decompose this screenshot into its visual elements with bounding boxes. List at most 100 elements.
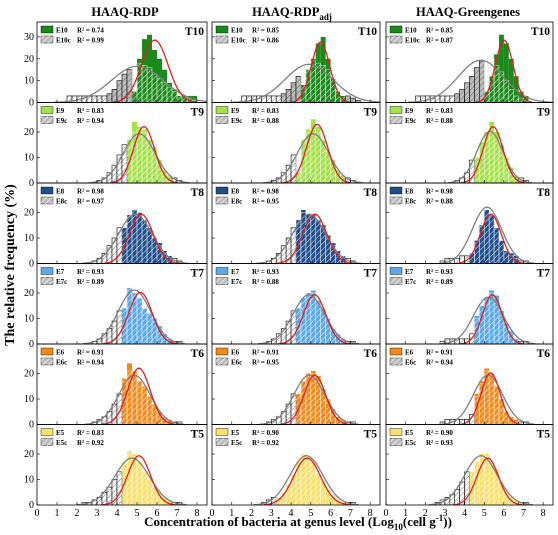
fit-curve-treatment [102, 367, 175, 425]
bar-core-hatch [459, 255, 465, 264]
legend-swatch-treatment [215, 25, 229, 34]
bar-core-hatch [266, 499, 272, 505]
bar-core-hatch [291, 227, 296, 264]
legend-label-treatment: E8 [405, 188, 414, 196]
bar-core-hatch [271, 95, 277, 103]
y-tick-label: 0 [29, 500, 34, 511]
panel-T5-2: 0 1 2 3 4 5 6 7 8 E5 R² = 0.90 E5c R² = 0.92 T5 [210, 424, 381, 519]
y-tick-label: 0 [29, 339, 34, 350]
bar-core [493, 139, 500, 183]
x-tick-label: 3 [95, 508, 100, 519]
legend-r2-core: R² = 0.94 [77, 117, 104, 125]
legend-label-core: E10c [405, 37, 420, 45]
bar-core-hatch [350, 98, 356, 103]
panel-plot-area [82, 285, 185, 344]
bar-core [310, 373, 317, 425]
bar-core-hatch [449, 95, 455, 103]
fit-curve-core [263, 133, 363, 183]
fit-curve-core [256, 213, 362, 264]
bar-treatment [503, 43, 509, 103]
legend-swatch-treatment [215, 428, 229, 436]
bar-core-hatch [286, 165, 292, 183]
bar-core-hatch [112, 165, 117, 183]
bar-core-hatch [281, 328, 287, 344]
bar-core-hatch [266, 341, 272, 344]
legend-label-core: E6c [405, 359, 416, 367]
x-tick-label: 6 [328, 508, 333, 519]
legend-label-treatment: E7 [231, 268, 240, 276]
bar-core-hatch [345, 177, 351, 183]
bar-core [161, 82, 168, 103]
bar-core-hatch [430, 95, 436, 103]
legend-swatch-treatment [389, 106, 403, 114]
y-tick-label: 10 [24, 233, 34, 244]
legend-label-core: E6c [231, 359, 242, 367]
bar-core-hatch [117, 80, 122, 103]
panel-plot-area [448, 121, 532, 183]
bar-core-hatch [276, 177, 282, 183]
legend-swatch-core-hatch [390, 116, 402, 124]
legend-swatch-treatment [215, 186, 229, 195]
legend-r2-treatment: R² = 0.90 [252, 429, 279, 437]
panel-label: T9 [364, 107, 378, 119]
bar-core-hatch [459, 177, 465, 183]
legend-swatch-core-hatch [41, 358, 53, 365]
panel-T10-2: E10 R² = 0.85 E10c R² = 0.86 T10 [211, 21, 381, 103]
bar-core [315, 471, 321, 505]
bar-core-hatch [518, 502, 524, 505]
legend-r2-treatment: R² = 0.85 [426, 27, 453, 35]
bar-core-hatch [271, 497, 277, 505]
column-title-2: HAAQ-RDPadj [252, 5, 332, 22]
bar-core-hatch [127, 69, 132, 103]
bar-core-hatch [281, 93, 287, 103]
legend-swatch-core-hatch [390, 36, 402, 43]
legend-r2-treatment: R² = 0.74 [77, 27, 104, 35]
x-tick-label: 8 [541, 508, 546, 519]
fit-curve-treatment [290, 41, 350, 103]
bar-core-hatch [444, 95, 450, 103]
bar-core-hatch [261, 95, 267, 103]
bar-core-hatch [256, 95, 262, 103]
bar-core [141, 131, 148, 183]
legend-label-core: E5c [405, 439, 416, 447]
y-tick-label: 10 [24, 475, 34, 486]
legend-r2-core: R² = 0.94 [426, 359, 453, 367]
bar-core-hatch [271, 180, 277, 183]
bar-core-hatch [291, 393, 296, 425]
bar-core-hatch [444, 258, 450, 264]
legend-label-core: E7c [405, 278, 416, 286]
y-tick-label: 20 [24, 127, 34, 138]
x-axis-label: Concentration of bacteria at genus level… [144, 513, 452, 532]
legend-r2-treatment: R² = 0.98 [77, 188, 104, 196]
bar-core-hatch [469, 76, 475, 103]
bar-core-hatch [415, 95, 421, 103]
bar-core-hatch [286, 321, 292, 344]
legend-swatch-core-hatch [216, 358, 228, 365]
panel-frame [211, 424, 381, 506]
bar-core-hatch [266, 95, 272, 103]
bar-core [310, 461, 317, 505]
bar-core-hatch [276, 333, 282, 344]
panel-T6-3: E6 R² = 0.91 E6c R² = 0.94 T6 [385, 343, 554, 425]
legend-r2-core: R² = 0.89 [426, 278, 453, 286]
x-tick-label: 0 [35, 508, 40, 519]
x-tick-label: 0 [210, 508, 215, 519]
panel-label: T5 [364, 429, 378, 441]
bar-core [141, 308, 148, 344]
x-tick-label: 1 [55, 508, 60, 519]
column-title-2-sub: adj [319, 12, 332, 22]
x-tick-label: 2 [75, 508, 80, 519]
panel-frame [36, 424, 208, 506]
legend-r2-core: R² = 0.86 [252, 37, 279, 45]
legend-swatch-treatment [389, 186, 403, 195]
bar-core-hatch [102, 253, 107, 264]
bar-core [479, 451, 485, 505]
fit-curve-treatment [280, 374, 349, 425]
bar-core [141, 219, 148, 264]
bar-core [295, 461, 302, 505]
bar-core-hatch [97, 95, 102, 103]
legend-swatch-core-hatch [390, 197, 402, 204]
bar-core [488, 373, 495, 425]
column-title-3: HAAQ-Greengenes [416, 5, 520, 19]
fit-curve-treatment [453, 457, 523, 505]
